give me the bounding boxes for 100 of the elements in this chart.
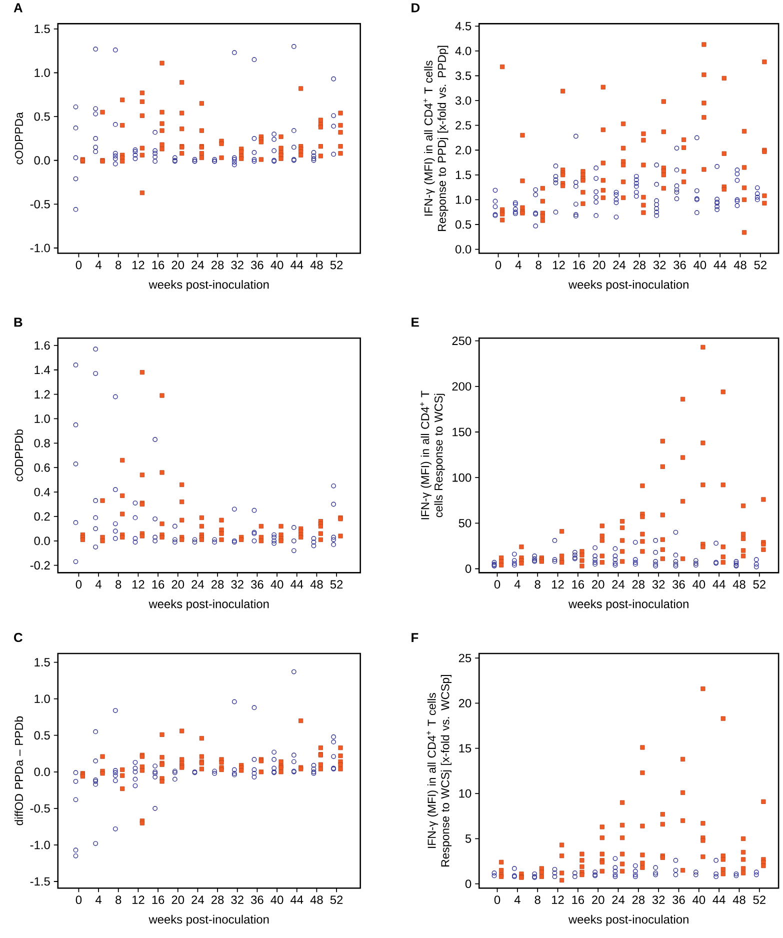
x-tick-label: 32 [231, 580, 244, 589]
y-tick-label: 0.0 [456, 245, 472, 254]
x-tick-label: 8 [535, 580, 541, 589]
x-tick-label: 40 [270, 580, 284, 589]
y-tick-label: 1.5 [456, 170, 472, 180]
x-tick-label: 20 [172, 580, 184, 589]
x-tick-label: 48 [310, 896, 324, 904]
x-tick-label: 0 [76, 260, 82, 270]
x-axis-title: weeks post-inoculation [148, 599, 269, 611]
x-tick-label: 16 [572, 896, 584, 904]
y-tick-label: 0.4 [34, 488, 50, 496]
x-tick-label: 40 [694, 260, 706, 270]
y-tick-label: 20 [459, 698, 472, 708]
y-axis-title: cODPPDb [14, 429, 24, 482]
x-tick-label: 0 [76, 896, 82, 904]
x-tick-label: 20 [592, 580, 604, 589]
y-tick-label: -1.0 [30, 244, 50, 252]
y-tick-label: 250 [452, 336, 472, 346]
x-tick-label: 44 [290, 260, 304, 269]
x-tick-label: 24 [612, 896, 625, 904]
y-tick-label: 3.5 [456, 72, 472, 80]
x-tick-label: 16 [152, 580, 164, 589]
x-tick-label: 36 [251, 896, 264, 904]
x-tick-label: 44 [290, 896, 304, 904]
x-tick-label: 12 [552, 580, 564, 589]
y-tick-label: 100 [452, 473, 472, 482]
y-tick-label: 0.8 [34, 438, 50, 448]
y-tick-label: 1.0 [456, 195, 472, 204]
x-tick-label: 48 [733, 580, 746, 589]
y-tick-label: 10 [459, 789, 472, 798]
x-tick-label: 12 [132, 580, 144, 589]
y-tick-label: 50 [459, 518, 472, 528]
x-tick-label: 32 [654, 260, 666, 270]
x-axis-title: weeks post-inoculation [568, 599, 689, 611]
x-tick-label: 8 [536, 260, 542, 270]
x-tick-label: 52 [330, 896, 343, 904]
x-tick-label: 32 [652, 896, 665, 904]
y-tick-label: 5 [466, 834, 472, 843]
x-tick-label: 52 [330, 580, 343, 589]
y-tick-label: 1.6 [34, 341, 50, 350]
x-tick-label: 32 [231, 896, 244, 904]
x-tick-label: 40 [270, 260, 284, 270]
y-tick-label: -1.0 [30, 840, 50, 850]
y-tick-label: 1.5 [34, 658, 50, 666]
x-tick-label: 36 [672, 580, 686, 589]
y-tick-label: 2.0 [456, 146, 472, 154]
x-tick-label: 48 [310, 580, 324, 589]
chart-title: F [412, 633, 418, 642]
y-tick-label: 0.2 [34, 512, 50, 521]
x-tick-label: 4 [96, 260, 102, 269]
x-tick-label: 16 [573, 260, 586, 270]
y-tick-label: 1.0 [34, 68, 50, 77]
y-tick-label: 0 [466, 564, 472, 573]
y-tick-label: 25 [459, 654, 472, 662]
x-tick-label: 36 [251, 580, 264, 589]
x-tick-label: 20 [172, 260, 184, 270]
x-tick-label: 44 [714, 260, 727, 269]
y-tick-label: 200 [452, 382, 472, 391]
x-tick-label: 24 [613, 260, 626, 270]
x-tick-label: 28 [212, 580, 224, 589]
x-tick-label: 8 [116, 580, 122, 589]
y-axis-title: cODPPDa [15, 112, 24, 164]
chart-title: B [14, 318, 22, 327]
x-tick-label: 0 [496, 260, 502, 270]
y-tick-label: 0.5 [456, 220, 472, 229]
y-tick-label: 4.0 [456, 46, 472, 56]
x-tick-label: 12 [132, 260, 144, 270]
x-axis-title: weeks post-inoculation [568, 914, 689, 926]
x-tick-label: 28 [212, 896, 224, 904]
chart-title: A [14, 3, 23, 12]
x-tick-label: 48 [734, 260, 747, 270]
y-tick-label: 4.5 [456, 22, 472, 30]
x-tick-label: 36 [674, 260, 686, 270]
x-tick-label: 48 [310, 260, 324, 270]
x-axis-title: weeks post-inoculation [568, 280, 689, 292]
x-tick-label: 20 [593, 260, 606, 270]
x-tick-label: 0 [494, 580, 500, 589]
x-tick-label: 40 [270, 896, 284, 904]
x-tick-label: 32 [652, 580, 665, 589]
y-tick-label: 1.0 [34, 414, 50, 423]
x-tick-label: 40 [692, 896, 706, 904]
y-tick-label: -1.5 [30, 877, 50, 886]
y-tick-label: -0.5 [30, 200, 50, 208]
y-axis-title: diffOD PPDa – PPDb [14, 716, 24, 826]
x-tick-label: 44 [712, 896, 726, 904]
y-tick-label: 3.0 [456, 96, 472, 105]
y-tick-label: 1.4 [34, 366, 50, 374]
x-tick-label: 24 [192, 260, 204, 270]
x-tick-label: 44 [290, 580, 304, 588]
x-tick-label: 28 [634, 260, 646, 270]
x-tick-label: 4 [514, 580, 521, 588]
x-tick-label: 12 [132, 896, 144, 904]
x-tick-label: 0 [76, 580, 82, 589]
x-axis-title: weeks post-inoculation [148, 280, 269, 292]
chart-title: C [14, 632, 23, 642]
x-axis-title: weeks post-inoculation [148, 914, 269, 926]
x-tick-label: 40 [692, 580, 706, 589]
y-tick-label: 0.5 [34, 731, 50, 740]
chart-title: D [412, 3, 420, 12]
y-tick-label: -0.5 [30, 804, 50, 813]
